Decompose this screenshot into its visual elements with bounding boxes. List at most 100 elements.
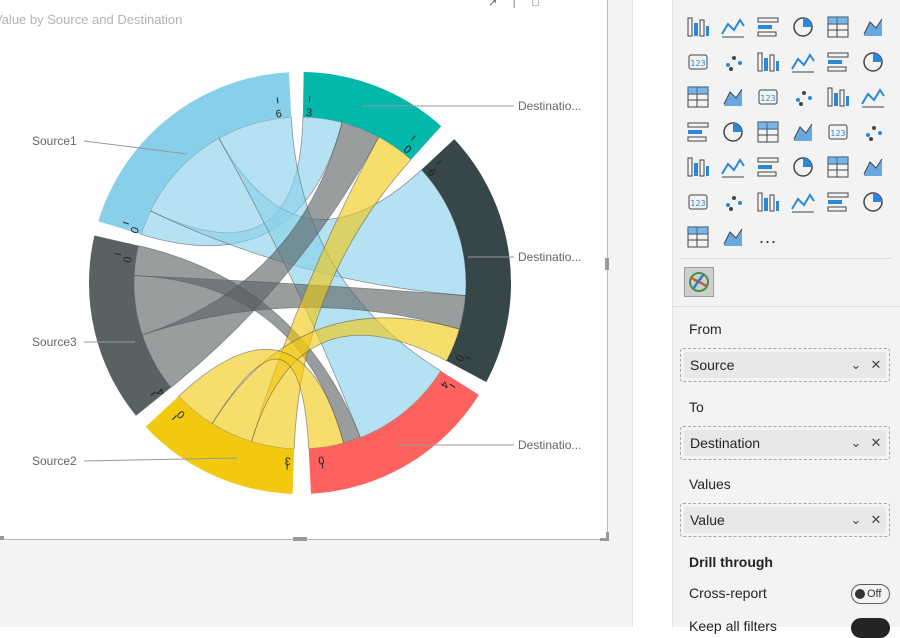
matrix-icon-glyph [755,154,781,180]
keep-all-filters-label: Keep all filters [689,618,777,634]
card-icon[interactable] [788,117,818,147]
from-well[interactable]: Source ⌄ ✕ [680,348,890,382]
from-field[interactable]: Source [690,357,846,373]
divider [673,306,900,307]
donut-chart-icon[interactable] [823,82,853,112]
values-field[interactable]: Value [690,512,846,528]
trophy-icon[interactable] [718,187,748,217]
html-content-icon[interactable] [788,187,818,217]
power-apps-icon[interactable] [858,187,888,217]
map-icon[interactable] [683,117,713,147]
kpi-icon[interactable] [858,117,888,147]
remove-field-icon[interactable]: ✕ [866,435,886,451]
100-column-icon-glyph [860,14,886,40]
decomposition-tree-icon[interactable] [788,152,818,182]
line-column-icon[interactable] [788,47,818,77]
keep-all-filters-toggle[interactable] [851,618,890,638]
power-automate-icon[interactable] [683,222,713,252]
line-clustered-column-icon[interactable] [823,47,853,77]
ribbon-chart-icon[interactable] [858,47,888,77]
chord-group-label: Destinatio... [518,250,581,264]
qa-icon-glyph [860,154,886,180]
table-icon-glyph [720,154,746,180]
area-chart-icon-glyph [720,49,746,75]
svg-text:123: 123 [690,199,705,208]
to-label: To [689,399,704,415]
chevron-down-icon[interactable]: ⌄ [846,357,866,373]
paginated-report-icon-glyph [755,189,781,215]
treemap-icon[interactable] [858,82,888,112]
line-chart-icon-glyph: 123 [685,49,711,75]
treemap-icon-glyph [860,84,886,110]
more-visuals-label: ... [759,232,777,242]
scatter-icon-glyph: 123 [755,84,781,110]
divider [681,258,891,259]
line-chart-icon[interactable]: 123 [683,47,713,77]
remove-field-icon[interactable]: ✕ [866,512,886,528]
visualizations-pane: 123 123 123 123... From Source ⌄ ✕ To Desti… [672,0,900,627]
to-field[interactable]: Destination [690,435,846,451]
chevron-down-icon[interactable]: ⌄ [846,512,866,528]
values-well[interactable]: Value ⌄ ✕ [680,503,890,537]
from-label: From [689,321,722,337]
chord-visual-icon[interactable] [684,267,714,297]
key-influencers-icon[interactable] [823,152,853,182]
more-visuals-icon[interactable]: ... [753,222,783,252]
slicer-icon-glyph [685,154,711,180]
word-cloud-icon[interactable] [718,222,748,252]
matrix-icon[interactable] [753,152,783,182]
clustered-bar-icon[interactable] [753,12,783,42]
clustered-column-icon[interactable] [788,12,818,42]
to-well[interactable]: Destination ⌄ ✕ [680,426,890,460]
funnel-icon[interactable] [718,82,748,112]
filters-pane-collapsed[interactable] [632,0,672,627]
scatter-icon[interactable]: 123 [753,82,783,112]
html-content-icon-glyph [790,189,816,215]
100-bar-icon-glyph [825,14,851,40]
stacked-bar-icon[interactable] [683,12,713,42]
filled-map-icon-glyph [720,119,746,145]
key-influencers-icon-glyph [825,154,851,180]
cross-report-toggle[interactable]: Off [851,584,890,604]
ribbon-chart-icon-glyph [860,49,886,75]
smart-narrative-icon-glyph: 123 [685,189,711,215]
100-column-icon[interactable] [858,12,888,42]
gauge-icon[interactable] [753,117,783,147]
chevron-down-icon[interactable]: ⌄ [846,435,866,451]
drill-through-heading: Drill through [689,554,773,570]
100-bar-icon[interactable] [823,12,853,42]
smart-narrative-icon[interactable]: 123 [683,187,713,217]
chord-group-label: Source2 [32,454,77,468]
area-chart-icon[interactable] [718,47,748,77]
stacked-column-icon-glyph [720,14,746,40]
multi-row-card-icon-glyph: 123 [825,119,851,145]
waterfall-icon[interactable] [683,82,713,112]
values-label: Values [689,476,731,492]
trophy-icon-glyph [720,189,746,215]
multi-row-card-icon[interactable]: 123 [823,117,853,147]
power-automate-icon-glyph [685,224,711,250]
stacked-area-icon[interactable] [753,47,783,77]
pie-chart-icon[interactable] [788,82,818,112]
filled-map-icon[interactable] [718,117,748,147]
map-icon-glyph [685,119,711,145]
stacked-column-icon[interactable] [718,12,748,42]
kpi-icon-glyph [860,119,886,145]
visual-type-gallery: 123 123 123 123... [683,12,893,257]
chord-tick-label: 3 [306,107,313,119]
chord-group-label: Destinatio... [518,438,581,452]
slicer-icon[interactable] [683,152,713,182]
toggle-state: Off [867,588,881,600]
chord-group-label: Source1 [32,134,77,148]
table-icon[interactable] [718,152,748,182]
gauge-icon-glyph [755,119,781,145]
paginated-report-icon[interactable] [753,187,783,217]
azure-map-icon[interactable] [823,187,853,217]
remove-field-icon[interactable]: ✕ [866,357,886,373]
card-icon-glyph [790,119,816,145]
stacked-bar-icon-glyph [685,14,711,40]
qa-icon[interactable] [858,152,888,182]
toggle-knob [855,589,865,599]
